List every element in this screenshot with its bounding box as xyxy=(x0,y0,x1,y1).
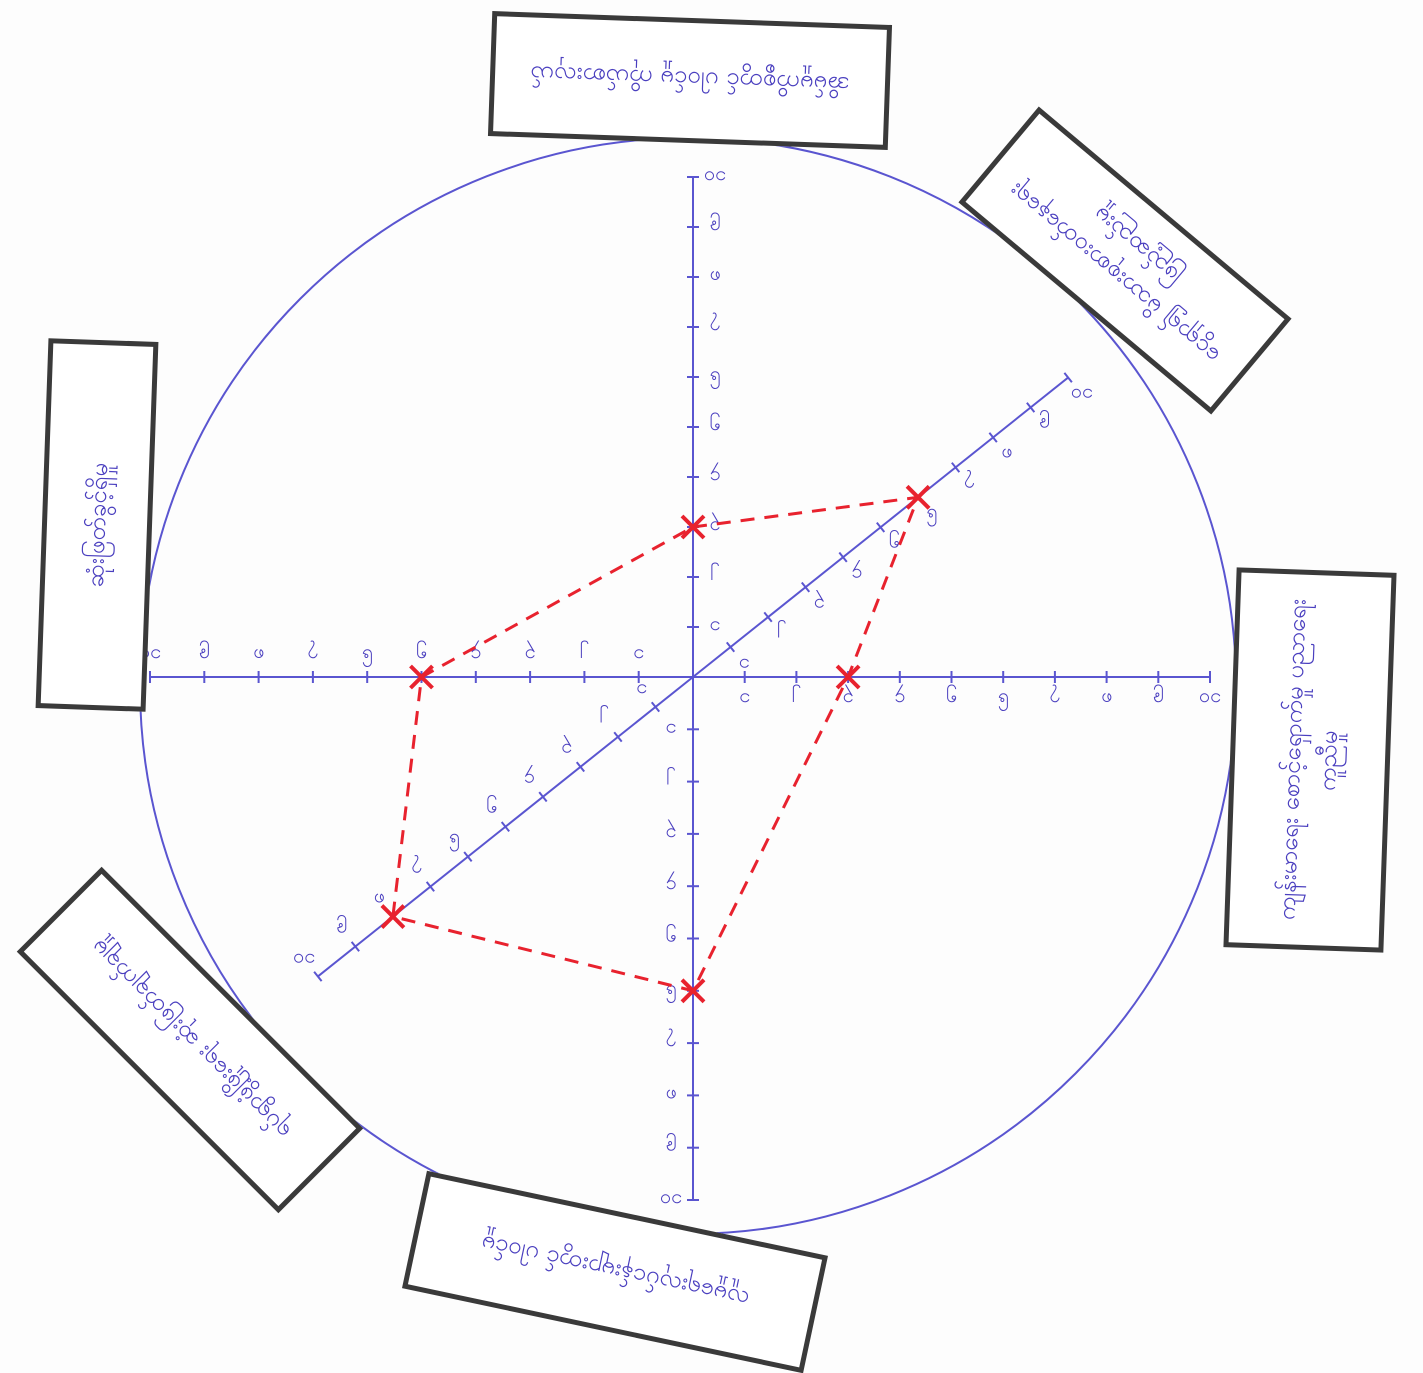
tick-label: ၆ xyxy=(449,829,460,853)
tick-label: ၉ xyxy=(709,213,720,241)
radar-area xyxy=(391,495,921,993)
tick-label: ၅ xyxy=(709,413,720,441)
tick-label: ၇ xyxy=(1049,685,1060,713)
tick-mark xyxy=(463,851,473,862)
tick-label: ၈ xyxy=(665,1085,676,1109)
tick-label: ၃ xyxy=(709,513,720,541)
tick-label: ၉ xyxy=(665,1133,676,1161)
tick-mark xyxy=(876,521,886,533)
tick-label: ၂ xyxy=(777,620,787,648)
tick-label: ၅ xyxy=(946,685,957,713)
tick-label: ၁ xyxy=(665,719,676,743)
tick-label: ၉ xyxy=(336,915,347,943)
data-point xyxy=(409,664,434,690)
tick-label: ၁၀ xyxy=(1199,689,1222,713)
tick-mark xyxy=(725,641,736,653)
tick-label: ၇ xyxy=(709,313,720,341)
tick-label: ၃ xyxy=(524,641,535,669)
tick-label: ၄ xyxy=(709,463,720,491)
tick-label: ၄ xyxy=(524,765,535,793)
tick-mark xyxy=(350,941,360,952)
tick-label: ၄ xyxy=(894,685,905,713)
tick-label: ၇ xyxy=(964,470,975,498)
tick-label: ၅ xyxy=(889,530,900,558)
tick-label: ၁၀ xyxy=(1071,384,1094,408)
tick-mark xyxy=(500,821,510,833)
tick-label: ၉ xyxy=(199,641,210,669)
tick-label: ၈ xyxy=(373,889,384,913)
tick-label: ၃ xyxy=(814,590,825,618)
tick-mark xyxy=(801,581,811,593)
tick-label: ၁ xyxy=(739,654,750,678)
tick-label: ၈ xyxy=(253,645,264,669)
tick-label: ၄ xyxy=(851,560,862,588)
data-point xyxy=(680,514,706,540)
tick-label: ၂ xyxy=(791,685,801,713)
tick-mark xyxy=(951,462,961,473)
data-point xyxy=(680,978,706,1004)
tick-label: ၃ xyxy=(665,819,676,847)
tick-label: ၅ xyxy=(416,641,427,669)
tick-label: ၉ xyxy=(1153,685,1164,713)
data-point xyxy=(380,904,406,929)
category-label: အိမ်မှုကိစ္စတွင် ပါဝင်မှု ကိုယ်စားလှယ် xyxy=(487,10,893,150)
tick-mark xyxy=(650,701,661,713)
tick-label: ၆ xyxy=(709,367,720,391)
tick-label: ၃ xyxy=(842,685,853,713)
tick-label: ၁ xyxy=(739,689,750,713)
tick-label: ၂ xyxy=(579,641,589,669)
tick-label: ၁၀ xyxy=(660,1190,683,1214)
tick-label: ၂ xyxy=(666,767,676,795)
category-label: ကျန်းမာရေး စောင့်ရှောက်မှု ပညာရေး ကူညီမှ… xyxy=(1223,567,1397,953)
tick-label: ၆ xyxy=(926,504,937,528)
tick-label: ၇ xyxy=(307,641,318,669)
tick-label: ၆ xyxy=(362,645,373,669)
tick-label: ၄ xyxy=(470,641,481,669)
data-point xyxy=(905,484,931,510)
tick-mark xyxy=(313,971,323,982)
tick-label: ၁ xyxy=(633,645,644,669)
tick-label: ၈ xyxy=(709,267,720,291)
tick-label: ၁ xyxy=(636,679,647,703)
tick-mark xyxy=(763,611,773,623)
tick-label: ၉ xyxy=(1039,410,1050,438)
tick-label: ၅ xyxy=(486,795,497,823)
tick-label: ၂ xyxy=(599,705,609,733)
tick-mark xyxy=(1063,372,1073,383)
tick-mark xyxy=(988,432,998,443)
tick-mark xyxy=(425,881,435,892)
tick-mark xyxy=(538,791,548,803)
tick-mark xyxy=(1026,402,1036,413)
tick-label: ၃ xyxy=(561,735,572,763)
tick-label: ၇ xyxy=(411,855,422,883)
data-point xyxy=(835,664,861,690)
tick-label: ၁၀ xyxy=(293,949,316,973)
tick-mark xyxy=(838,551,848,563)
tick-mark xyxy=(613,731,623,743)
tick-label: ၈ xyxy=(1001,444,1012,468)
category-label: ဆုံးဖြတ်ခွင့်ရှိမှု xyxy=(35,338,159,712)
tick-label: ၄ xyxy=(665,872,676,900)
tick-label: ၇ xyxy=(665,1029,676,1057)
tick-label: ၅ xyxy=(665,924,676,952)
tick-label: ၁ xyxy=(709,617,720,641)
tick-mark xyxy=(575,761,585,773)
tick-label: ၂ xyxy=(710,563,720,591)
tick-label: ၈ xyxy=(1101,689,1112,713)
tick-label: ၆ xyxy=(998,689,1009,713)
tick-label: ၁၀ xyxy=(704,167,727,191)
tick-label: ၆ xyxy=(665,980,676,1004)
